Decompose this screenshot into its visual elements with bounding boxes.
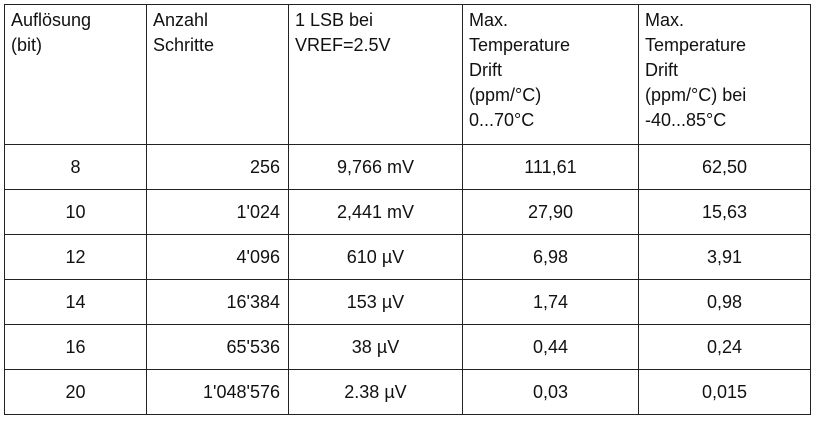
cell-drift-40-85: 0,015	[638, 369, 811, 415]
cell-steps: 65'536	[146, 324, 289, 370]
table-row: 14 16'384 153 µV 1,74 0,98	[4, 279, 811, 325]
header-resolution-label: Auflösung (bit)	[11, 10, 92, 55]
cell-drift-0-70: 1,74	[462, 279, 639, 325]
cell-resolution: 14	[4, 279, 147, 325]
cell-steps: 1'024	[146, 189, 289, 235]
cell-drift-40-85: 62,50	[638, 144, 811, 190]
cell-drift-0-70: 111,61	[462, 144, 639, 190]
adc-resolution-table: Auflösung (bit) Anzahl Schritte 1 LSB be…	[4, 4, 811, 415]
table-container: Auflösung (bit) Anzahl Schritte 1 LSB be…	[4, 4, 811, 415]
header-lsb-label: 1 LSB bei VREF=2.5V	[295, 10, 391, 55]
cell-steps: 256	[146, 144, 289, 190]
header-steps-label: Anzahl Schritte	[153, 10, 215, 55]
cell-drift-0-70: 0,03	[462, 369, 639, 415]
cell-drift-40-85: 0,98	[638, 279, 811, 325]
cell-lsb: 153 µV	[288, 279, 463, 325]
cell-lsb: 2.38 µV	[288, 369, 463, 415]
cell-lsb: 38 µV	[288, 324, 463, 370]
cell-drift-40-85: 0,24	[638, 324, 811, 370]
table-row: 12 4'096 610 µV 6,98 3,91	[4, 234, 811, 280]
cell-resolution: 8	[4, 144, 147, 190]
header-drift-40-85: Max. Temperature Drift (ppm/°C) bei -40.…	[638, 4, 811, 145]
cell-steps: 16'384	[146, 279, 289, 325]
table-row: 20 1'048'576 2.38 µV 0,03 0,015	[4, 369, 811, 415]
cell-lsb: 610 µV	[288, 234, 463, 280]
cell-drift-0-70: 27,90	[462, 189, 639, 235]
cell-resolution: 12	[4, 234, 147, 280]
cell-lsb: 9,766 mV	[288, 144, 463, 190]
cell-steps: 1'048'576	[146, 369, 289, 415]
cell-drift-0-70: 6,98	[462, 234, 639, 280]
cell-resolution: 20	[4, 369, 147, 415]
cell-resolution: 10	[4, 189, 147, 235]
table-row: 16 65'536 38 µV 0,44 0,24	[4, 324, 811, 370]
cell-steps: 4'096	[146, 234, 289, 280]
cell-drift-40-85: 15,63	[638, 189, 811, 235]
header-row: Auflösung (bit) Anzahl Schritte 1 LSB be…	[4, 4, 811, 145]
header-resolution: Auflösung (bit)	[4, 4, 147, 145]
cell-lsb: 2,441 mV	[288, 189, 463, 235]
header-drift-0-70-label: Max. Temperature Drift (ppm/°C) 0...70°C	[469, 10, 571, 130]
header-lsb: 1 LSB bei VREF=2.5V	[288, 4, 463, 145]
table-row: 8 256 9,766 mV 111,61 62,50	[4, 144, 811, 190]
header-drift-0-70: Max. Temperature Drift (ppm/°C) 0...70°C	[462, 4, 639, 145]
cell-drift-0-70: 0,44	[462, 324, 639, 370]
cell-resolution: 16	[4, 324, 147, 370]
header-drift-40-85-label: Max. Temperature Drift (ppm/°C) bei -40.…	[645, 10, 747, 130]
table-row: 10 1'024 2,441 mV 27,90 15,63	[4, 189, 811, 235]
header-steps: Anzahl Schritte	[146, 4, 289, 145]
cell-drift-40-85: 3,91	[638, 234, 811, 280]
